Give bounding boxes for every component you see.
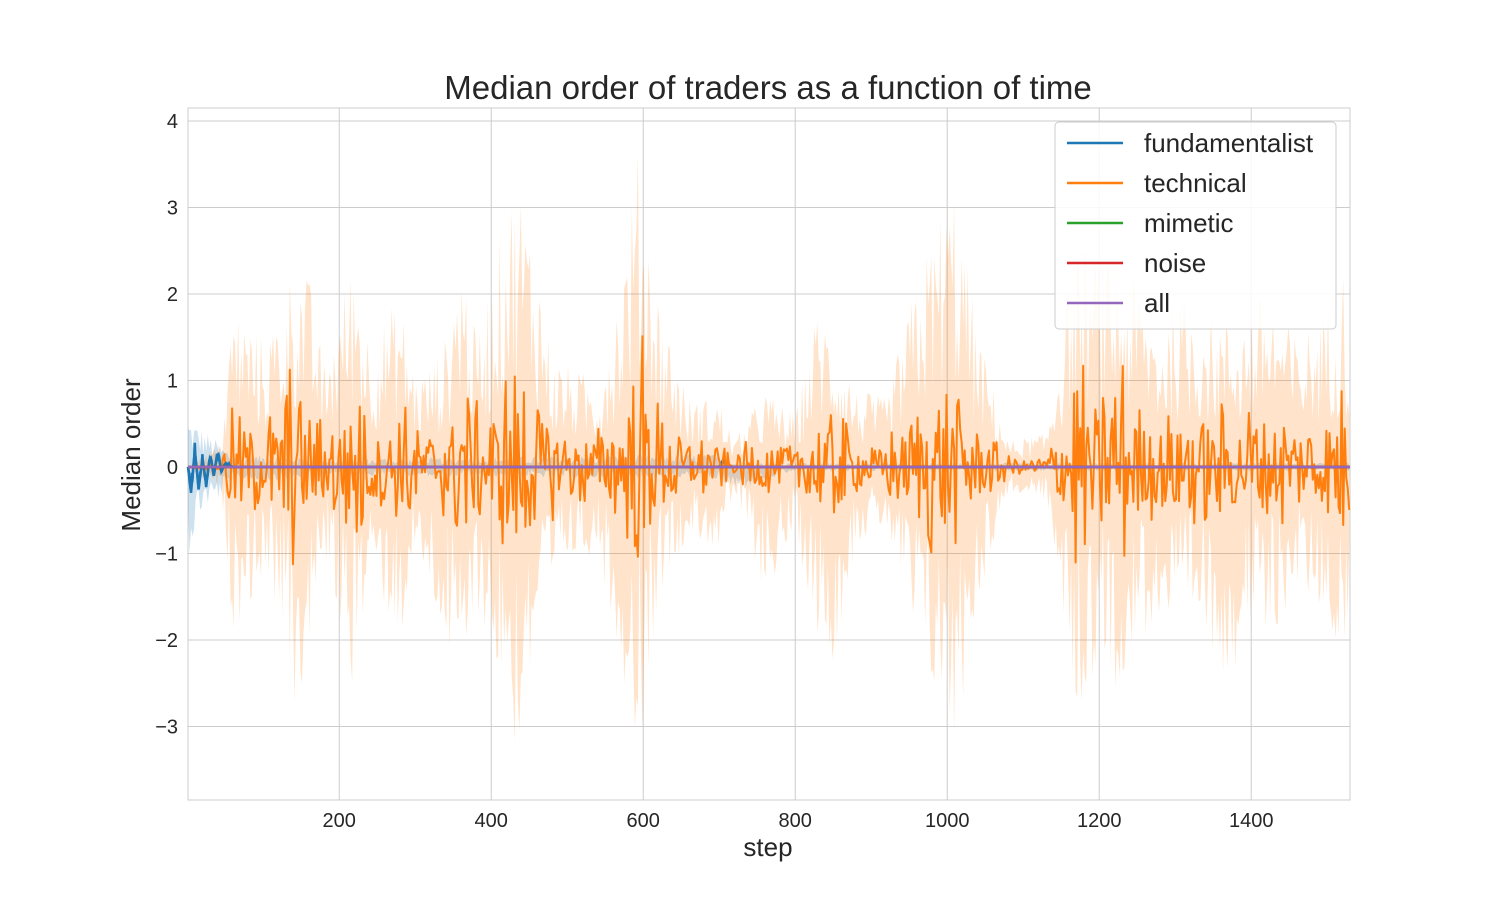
x-tick-label: 1400	[1229, 810, 1274, 832]
y-tick-label: 3	[167, 197, 178, 219]
grid-lines	[188, 108, 1350, 800]
y-tick-label: 0	[167, 457, 178, 479]
x-tick-label: 1200	[1077, 810, 1122, 832]
y-axis-ticks: −3 −2 −1 0 1 2 3 4	[155, 111, 178, 738]
y-tick-label: −1	[155, 543, 178, 565]
legend-label-noise: noise	[1144, 248, 1206, 278]
y-tick-label: 4	[167, 111, 178, 133]
technical-band	[188, 153, 1350, 742]
y-tick-label: −3	[155, 716, 178, 738]
x-tick-label: 1000	[925, 810, 970, 832]
x-tick-label: 400	[475, 810, 508, 832]
legend-label-technical: technical	[1144, 168, 1247, 198]
x-tick-label: 800	[779, 810, 812, 832]
y-axis-title: Median order	[116, 378, 146, 532]
legend-label-fundamentalist: fundamentalist	[1144, 128, 1314, 158]
x-tick-label: 600	[627, 810, 660, 832]
y-tick-label: −2	[155, 630, 178, 652]
chart-title: Median order of traders as a function of…	[444, 69, 1092, 106]
x-axis-ticks: 200 400 600 800 1000 1200 1400	[323, 810, 1274, 832]
x-axis-title: step	[743, 832, 792, 862]
legend-label-mimetic: mimetic	[1144, 208, 1234, 238]
x-tick-label: 200	[323, 810, 356, 832]
legend-box	[1054, 121, 1337, 330]
technical-line	[187, 335, 1351, 566]
y-tick-label: 2	[167, 284, 178, 306]
legend: fundamentalist technical mimetic noise all	[1054, 121, 1337, 330]
fundamentalist-line-early	[186, 442, 234, 491]
series-lines	[186, 335, 1351, 566]
legend-label-all: all	[1144, 288, 1170, 318]
y-tick-label: 1	[167, 370, 178, 392]
